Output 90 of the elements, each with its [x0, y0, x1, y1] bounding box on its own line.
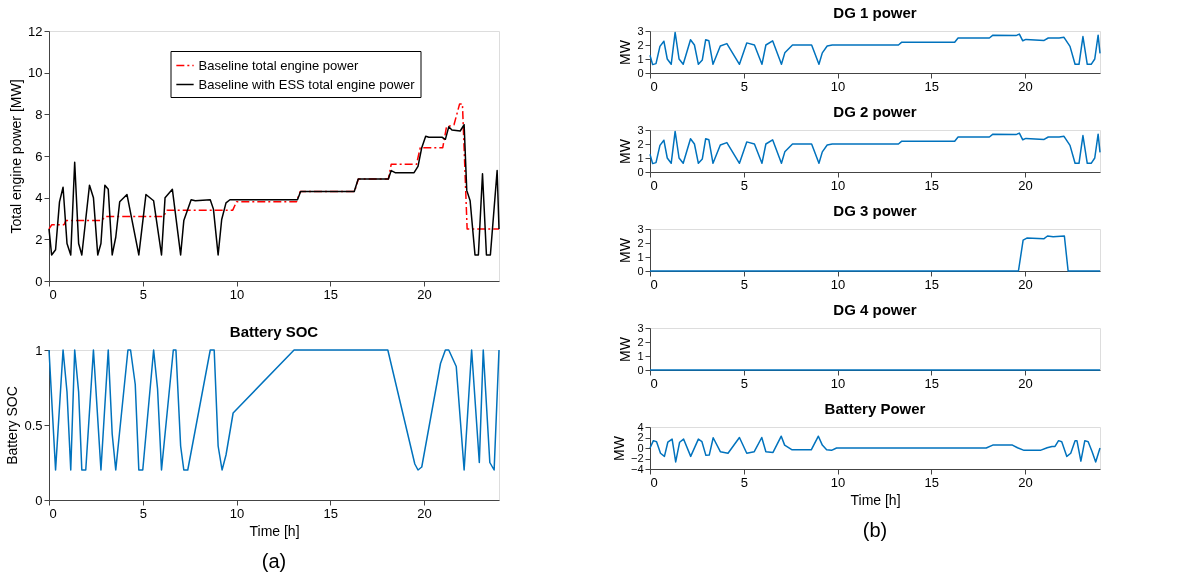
y-tick-label: 8	[35, 106, 43, 122]
y-tick-label: 2	[637, 431, 644, 443]
x-tick-label: 10	[830, 276, 846, 292]
chart-title: DG 3 power	[833, 202, 917, 219]
chart-title: Battery Power	[824, 400, 926, 417]
y-tick-label: 0	[637, 165, 644, 178]
line-series	[649, 31, 1101, 66]
x-tick-label: 0	[650, 177, 658, 193]
y-tick-label: 2	[637, 335, 644, 348]
y-axis-title: Battery SOC	[4, 386, 21, 465]
x-tick-label: 10	[229, 505, 245, 521]
line-series	[649, 130, 1101, 165]
x-tick-label: 15	[924, 177, 939, 193]
chart-title: DG 2 power	[833, 103, 917, 120]
y-tick-label: 6	[35, 148, 43, 164]
y-tick-label: 4	[637, 420, 644, 433]
legend-label: Baseline total engine power	[198, 57, 359, 73]
line-series	[649, 435, 1101, 463]
text: (a)	[261, 550, 287, 572]
x-tick-label: 15	[924, 276, 939, 292]
x-tick-label: 0	[49, 505, 57, 521]
y-tick-label: 3	[637, 222, 644, 235]
x-tick-label: 0	[650, 78, 658, 94]
text: (b)	[862, 519, 888, 541]
y-axis-title: MW	[610, 435, 627, 461]
line-series	[48, 124, 500, 256]
y-axis-title: Total engine power [MW]	[8, 79, 25, 234]
y-tick-label: 0.5	[24, 417, 43, 433]
x-tick-label: 20	[1018, 375, 1033, 391]
legend-label: Baseline with ESS total engine power	[198, 76, 416, 92]
x-tick-label: 0	[650, 474, 658, 490]
x-tick-label: 20	[1018, 474, 1033, 490]
y-tick-label: 3	[637, 321, 644, 334]
chart-title: Battery SOC	[229, 323, 319, 340]
x-tick-label: 10	[229, 286, 245, 302]
x-tick-label: 15	[924, 78, 939, 94]
line-series	[48, 349, 500, 471]
x-tick-label: 15	[323, 286, 338, 302]
x-tick-label: 20	[1018, 276, 1033, 292]
x-tick-label: 20	[1018, 78, 1033, 94]
y-tick-label: −4	[630, 462, 644, 475]
x-tick-label: 20	[417, 286, 432, 302]
x-tick-label: 0	[650, 276, 658, 292]
line-series	[48, 103, 500, 230]
y-axis-title: MW	[617, 138, 634, 164]
x-tick-label: 10	[830, 474, 846, 490]
y-tick-label: 1	[637, 250, 644, 263]
chart-title: DG 4 power	[833, 301, 917, 318]
x-axis-title: Time [h]	[249, 522, 300, 539]
y-axis-title: MW	[617, 237, 634, 263]
x-tick-label: 10	[830, 78, 846, 94]
y-tick-label: 1	[35, 342, 43, 358]
x-axis-title: Time [h]	[850, 491, 901, 508]
x-tick-label: 15	[924, 375, 939, 391]
x-tick-label: 0	[49, 286, 57, 302]
x-tick-label: 5	[740, 375, 748, 391]
y-tick-label: 4	[35, 190, 43, 206]
y-axis-title: MW	[617, 336, 634, 362]
y-tick-label: 1	[637, 151, 644, 164]
x-tick-label: 5	[740, 474, 748, 490]
chart-title: DG 1 power	[833, 4, 917, 21]
y-tick-label: 1	[637, 52, 644, 65]
x-tick-label: 5	[139, 505, 147, 521]
y-tick-label: 0	[637, 363, 644, 376]
x-tick-label: 0	[650, 375, 658, 391]
y-tick-label: 10	[28, 65, 43, 81]
y-axis-title: MW	[617, 39, 634, 65]
x-tick-label: 5	[740, 276, 748, 292]
y-tick-label: 2	[35, 231, 43, 247]
x-tick-label: 5	[740, 177, 748, 193]
y-tick-label: 3	[637, 24, 644, 37]
x-tick-label: 5	[740, 78, 748, 94]
x-tick-label: 5	[139, 286, 147, 302]
x-tick-label: 15	[323, 505, 338, 521]
y-tick-label: 0	[637, 264, 644, 277]
y-tick-label: 2	[637, 137, 644, 150]
x-tick-label: 10	[830, 177, 846, 193]
y-tick-label: −2	[630, 452, 644, 464]
y-tick-label: 3	[637, 123, 644, 136]
x-tick-label: 20	[1018, 177, 1033, 193]
y-tick-label: 0	[637, 441, 644, 454]
x-tick-label: 10	[830, 375, 846, 391]
y-tick-label: 2	[637, 38, 644, 51]
y-tick-label: 2	[637, 236, 644, 249]
y-tick-label: 1	[637, 349, 644, 362]
x-tick-label: 20	[417, 505, 432, 521]
y-tick-label: 12	[28, 23, 43, 39]
x-tick-label: 15	[924, 474, 939, 490]
y-tick-label: 0	[637, 66, 644, 79]
y-tick-label: 0	[35, 492, 43, 508]
